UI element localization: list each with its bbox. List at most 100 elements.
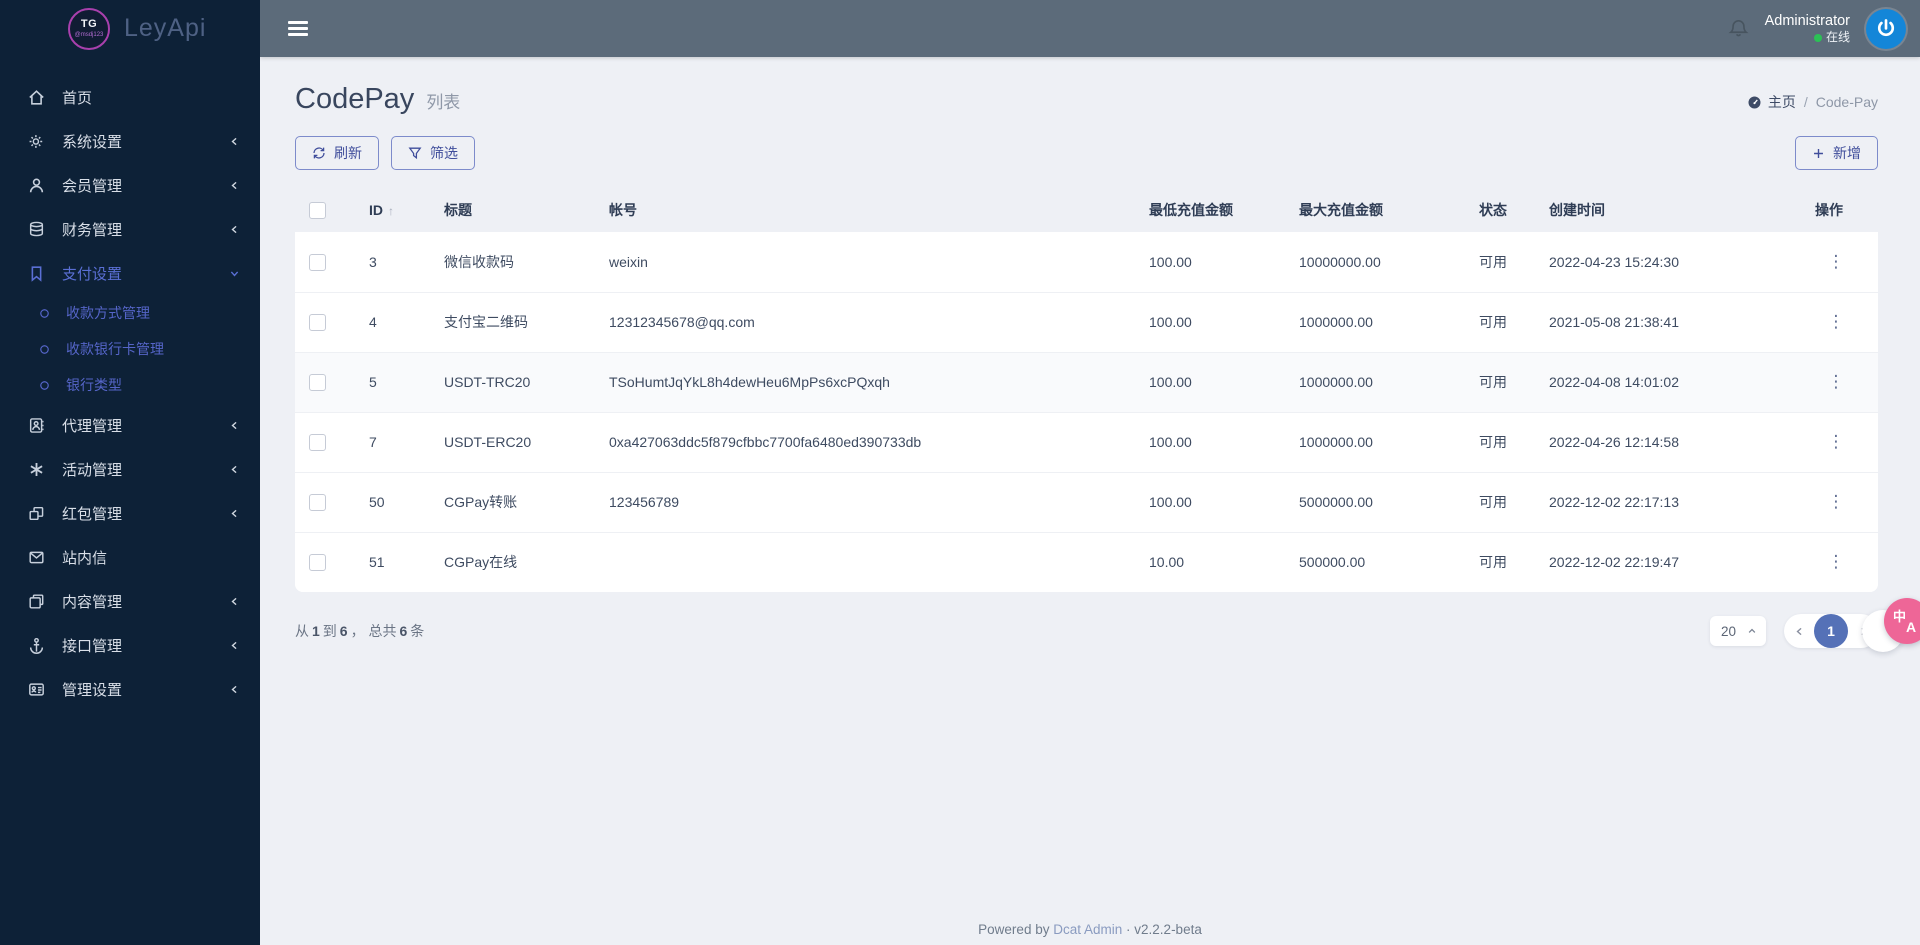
sidebar-item-site-messages[interactable]: 站内信 [0,535,260,579]
header-account: 帐号 [609,202,637,218]
filter-button[interactable]: 筛选 [391,136,475,170]
envelope-icon [28,549,45,566]
row-actions-menu[interactable]: ⋮ [1827,432,1845,451]
summary-text: 从 [295,623,309,639]
chevron-up-icon [1747,626,1757,636]
avatar[interactable] [1866,8,1906,49]
top-navbar: Administrator 在线 [260,0,1920,57]
brand-logo-link[interactable]: TG @msdj123 LeyApi [0,0,260,57]
prev-page-icon[interactable] [1784,614,1814,648]
row-actions-menu[interactable]: ⋮ [1827,372,1845,391]
translate-icon: 中 [1893,609,1907,624]
sidebar-item-activity-management[interactable]: 活动管理 [0,447,260,491]
sidebar-subitem-payment-methods[interactable]: 收款方式管理 [0,295,260,331]
breadcrumb-home-link[interactable]: 主页 [1747,92,1796,112]
header-id[interactable]: ID ↑ [355,188,430,232]
sidebar-item-label: 收款方式管理 [66,305,150,321]
header-id-label: ID [369,202,383,218]
row-checkbox[interactable] [309,433,326,451]
table-row: 4 支付宝二维码 12312345678@qq.com 100.00 10000… [295,292,1878,352]
cell-created-at: 2022-04-23 15:24:30 [1549,253,1679,270]
cell-id: 4 [369,314,377,330]
cell-id: 50 [369,494,385,510]
cell-max-amount: 10000000.00 [1299,253,1381,270]
sidebar-item-label: 系统设置 [62,133,123,151]
id-card-icon [28,681,45,698]
sidebar-item-agent-management[interactable]: 代理管理 [0,403,260,447]
add-button[interactable]: 新增 [1795,136,1878,170]
hamburger-menu-icon[interactable] [288,21,308,36]
row-checkbox[interactable] [309,313,326,331]
cell-created-at: 2022-04-26 12:14:58 [1549,434,1679,450]
sidebar-item-label: 首页 [62,89,93,107]
summary-to: 6 [339,623,348,639]
sidebar-item-finance-management[interactable]: 财务管理 [0,207,260,251]
sidebar-item-label: 管理设置 [62,681,123,699]
sidebar-item-redpacket-management[interactable]: 红包管理 [0,491,260,535]
per-page-value: 20 [1721,623,1737,639]
refresh-icon [312,146,326,160]
cubes-icon [28,505,45,522]
sidebar-item-content-management[interactable]: 内容管理 [0,579,260,623]
user-icon [28,177,45,194]
sidebar-item-payment-settings[interactable]: 支付设置 [0,251,260,295]
header-title: 标题 [444,202,472,218]
sidebar-item-member-management[interactable]: 会员管理 [0,163,260,207]
cell-created-at: 2022-12-02 22:17:13 [1549,494,1679,510]
user-menu[interactable]: Administrator 在线 [1765,12,1850,45]
row-actions-menu[interactable]: ⋮ [1827,312,1845,331]
per-page-select[interactable]: 20 [1710,616,1766,646]
row-actions-menu[interactable]: ⋮ [1827,552,1845,572]
page-title: CodePay [295,83,415,115]
pagination-summary: 从 1 到 6， 总共 6 条 [295,621,424,641]
sidebar-item-label: 活动管理 [62,461,123,479]
cell-status: 可用 [1479,554,1507,571]
sidebar-item-api-management[interactable]: 接口管理 [0,623,260,667]
table-body: 3 微信收款码 weixin 100.00 10000000.00 可用 202… [295,232,1878,592]
add-label: 新增 [1833,145,1861,161]
cell-account [595,532,1135,592]
cell-created-at: 2021-05-08 21:38:41 [1549,314,1679,330]
circle-icon [38,307,51,320]
summary-text: ， [350,623,365,639]
row-checkbox[interactable] [309,253,326,271]
page-number-button[interactable]: 1 [1814,614,1848,648]
sidebar-menu: 首页 系统设置 会员管理 财务管理 支付设置 [0,75,260,711]
cell-title: USDT-TRC20 [444,374,531,390]
row-checkbox[interactable] [309,493,326,511]
cell-min-amount: 10.00 [1149,554,1185,571]
translate-fab[interactable]: 中 A [1884,598,1920,644]
row-actions-menu[interactable]: ⋮ [1827,492,1845,511]
header-status: 状态 [1479,202,1507,218]
sidebar-item-home[interactable]: 首页 [0,75,260,119]
chevron-left-icon [229,684,240,695]
circle-icon [38,379,51,392]
summary-text: 总共 [368,623,397,639]
sort-asc-icon[interactable]: ↑ [388,204,394,218]
cell-status: 可用 [1479,494,1507,510]
refresh-button[interactable]: 刷新 [295,136,379,170]
header-min-amount: 最低充值金额 [1149,202,1233,218]
summary-from: 1 [312,623,320,639]
sidebar-item-admin-settings[interactable]: 管理设置 [0,667,260,711]
database-icon [28,221,45,238]
dcat-admin-link[interactable]: Dcat Admin [1053,922,1123,937]
select-all-checkbox[interactable] [309,201,326,219]
notifications-bell-icon[interactable] [1728,18,1749,39]
data-table-card: ID ↑ 标题 帐号 最低充值金额 最大充值金额 状态 创建时间 操作 3 微信收… [295,188,1878,592]
header-created-at: 创建时间 [1549,202,1605,218]
sidebar-subitem-bank-cards[interactable]: 收款银行卡管理 [0,331,260,367]
plus-icon [1812,147,1825,160]
row-checkbox[interactable] [309,554,326,572]
row-checkbox[interactable] [309,373,326,391]
header-max-amount: 最大充值金额 [1299,202,1383,218]
sidebar-subitem-bank-types[interactable]: 银行类型 [0,367,260,403]
cell-min-amount: 100.00 [1149,314,1192,330]
cell-max-amount: 5000000.00 [1299,494,1373,510]
row-actions-menu[interactable]: ⋮ [1827,251,1845,271]
footer-credit: Powered by Dcat Admin · v2.2.2-beta [978,922,1202,937]
payment-settings-submenu: 收款方式管理 收款银行卡管理 银行类型 [0,295,260,403]
bookmark-icon [28,265,45,282]
online-status-label: 在线 [1825,30,1850,45]
sidebar-item-system-settings[interactable]: 系统设置 [0,119,260,163]
